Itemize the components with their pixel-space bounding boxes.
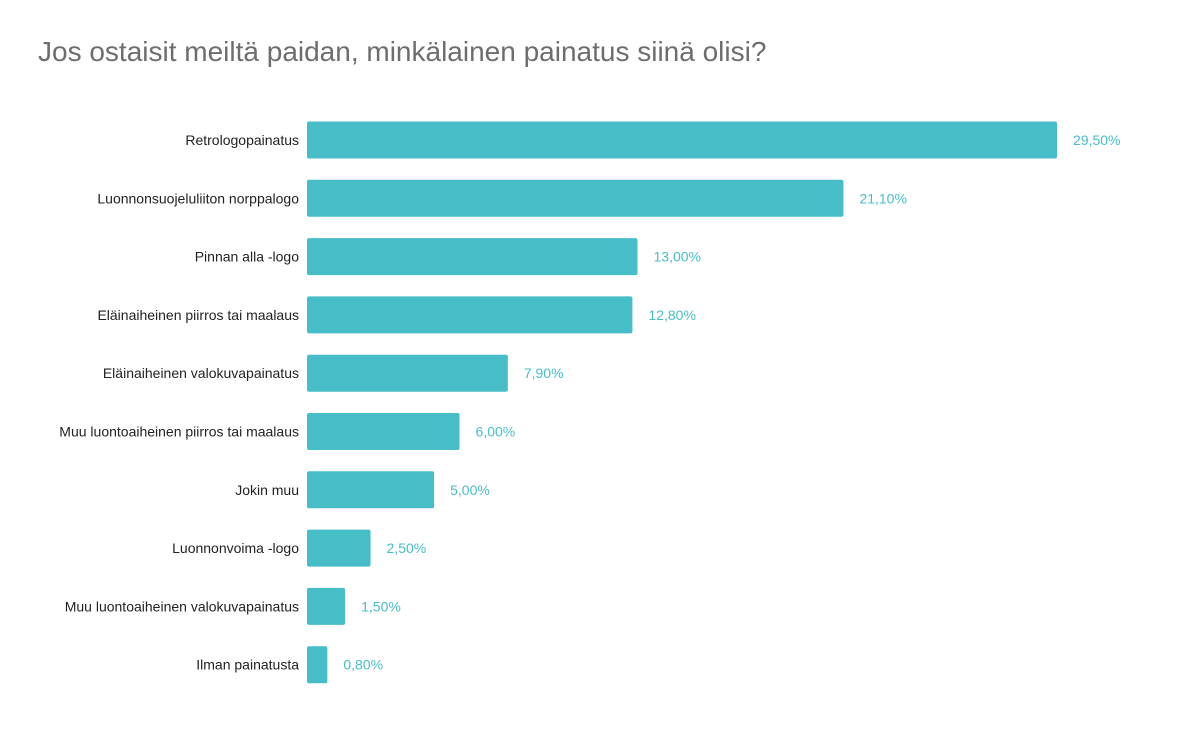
category-label: Luonnonsuojeluliiton norppalogo	[97, 190, 299, 206]
bar	[307, 238, 638, 276]
value-label: 1,50%	[361, 598, 401, 614]
bar	[307, 529, 371, 567]
value-label: 21,10%	[859, 190, 906, 206]
chart-title: Jos ostaisit meiltä paidan, minkälainen …	[38, 36, 767, 67]
category-label: Retrologopainatus	[185, 132, 299, 148]
category-label: Luonnonvoima -logo	[172, 540, 299, 556]
value-label: 12,80%	[648, 307, 695, 323]
category-label: Eläinaiheinen valokuvapainatus	[103, 365, 299, 381]
bar	[307, 179, 844, 217]
value-label: 6,00%	[476, 424, 516, 440]
category-label: Muu luontoaiheinen piirros tai maalaus	[59, 424, 299, 440]
bar	[307, 413, 460, 450]
bar	[307, 646, 328, 684]
category-label: Pinnan alla -logo	[195, 249, 300, 265]
value-label: 7,90%	[524, 365, 564, 381]
value-label: 13,00%	[654, 249, 701, 265]
value-label: 29,50%	[1073, 132, 1120, 148]
category-label: Muu luontoaiheinen valokuvapainatus	[65, 598, 299, 614]
bar	[307, 587, 346, 625]
bar	[307, 121, 1057, 159]
value-label: 0,80%	[343, 657, 383, 673]
value-label: 2,50%	[387, 540, 427, 556]
value-label: 5,00%	[450, 482, 490, 498]
bar	[307, 354, 508, 392]
bar	[307, 296, 633, 334]
category-label: Eläinaiheinen piirros tai maalaus	[97, 307, 299, 323]
bar	[307, 471, 435, 509]
category-label: Jokin muu	[235, 482, 299, 498]
category-label: Ilman painatusta	[196, 657, 299, 673]
